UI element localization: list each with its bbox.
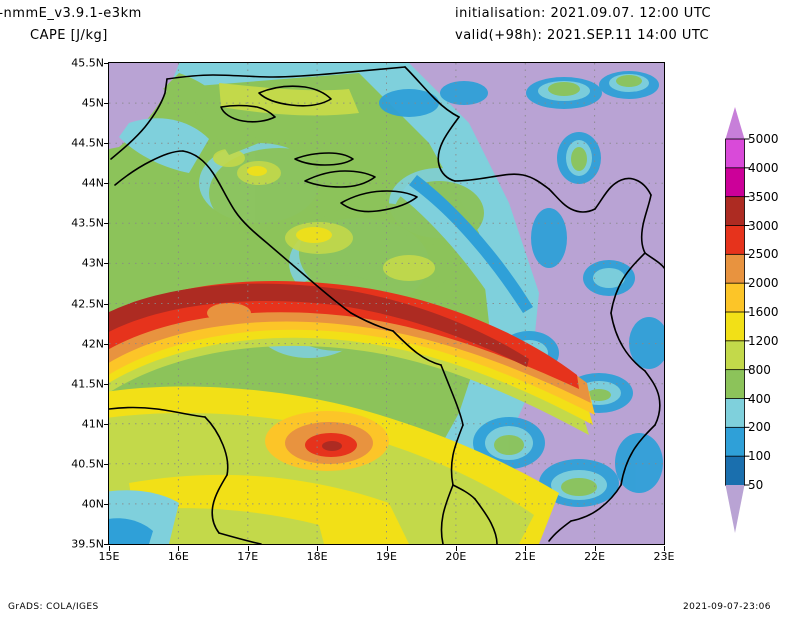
colorbar: 50 100 200 400 800 1200 1600 2000 2500 3000 3500 40… [718,105,800,535]
longitude-tick-mark [594,546,596,551]
latitude-tick-mark [104,103,109,105]
colorbar-band [725,398,745,429]
latitude-tick-mark [104,63,109,64]
colorbar-tick-label: 800 [748,362,771,377]
longitude-tick-mark [317,546,319,551]
longitude-tick-mark [525,546,527,551]
longitude-tick-label: 20E [445,550,467,563]
colorbar-band [725,138,745,169]
latitude-tick-mark [104,183,109,185]
model-title: f-nmmE_v3.9.1-e3km [0,6,142,21]
latitude-tick-mark [104,503,109,505]
longitude-tick-mark [664,546,665,551]
latitude-tick-mark [104,263,109,265]
longitude-tick-label: 19E [376,550,397,563]
longitude-tick-mark [386,546,388,551]
colorbar-band [725,340,745,371]
colorbar-band [725,196,745,227]
longitude-tick-mark [178,546,180,551]
colorbar-tick-label: 3500 [748,189,779,204]
latitude-tick-label: 41N [81,417,104,431]
latitude-tick-label: 45N [81,96,104,110]
latitude-tick-mark [104,423,109,425]
colorbar-band [725,167,745,198]
render-timestamp: 2021-09-07-23:06 [683,602,771,612]
latitude-tick-label: 43N [81,256,104,270]
latitude-tick-mark [104,303,109,305]
colorbar-band [725,426,745,458]
latitude-tick-mark [104,463,109,465]
longitude-tick-label: 22E [584,550,606,563]
colorbar-band [725,369,745,400]
latitude-tick-label: 45.5N [71,56,104,70]
longitude-tick-mark [247,546,249,551]
initialisation-time: initialisation: 2021.09.07. 12:00 UTC [455,6,712,21]
colorbar-band [725,311,745,342]
colorbar-arrow-top [725,107,745,139]
latitude-tick-label: 39.5N [71,537,104,551]
latitude-tick-mark [104,544,109,545]
longitude-tick-label: 23E [653,550,675,563]
colorbar-tick-label: 1600 [748,305,779,319]
longitude-tick-label: 18E [306,550,328,563]
grads-credit: GrADS: COLA/IGES [8,602,99,612]
latitude-tick-label: 41.5N [71,377,104,391]
longitude-axis: 15E 16E 17E 18E 19E 20E 21E 22E 23E [99,546,675,570]
longitude-tick-label: 21E [514,550,536,563]
colorbar-tick-label: 4000 [748,160,779,175]
longitude-tick-mark [455,546,457,551]
latitude-tick-mark [104,223,109,225]
latitude-axis: 39.5N 40N 40.5N 41N 41.5N 42N 42.5N 43N 43.5N 44N… [40,57,104,551]
valid-time: valid(+98h): 2021.SEP.11 14:00 UTC [455,28,710,43]
longitude-tick-label: 16E [167,550,189,563]
latitude-tick-label: 44N [81,176,104,190]
latitude-tick-label: 42.5N [71,297,104,310]
longitude-tick-mark [109,546,110,551]
variable-title: CAPE [J/kg] [30,28,108,43]
colorbar-tick-label: 5000 [748,132,779,146]
cape-map-plot [108,62,665,545]
latitude-tick-label: 40.5N [71,457,104,471]
latitude-tick-label: 40N [81,497,104,511]
cape-field [109,63,664,544]
latitude-tick-label: 43.5N [71,216,104,230]
latitude-tick-label: 44.5N [71,136,104,150]
latitude-tick-mark [104,343,109,345]
latitude-tick-label: 42N [81,337,104,351]
colorbar-band [725,225,745,256]
colorbar-tick-label: 50 [748,478,764,492]
colorbar-swatches [725,107,750,533]
colorbar-tick-label: 3000 [748,218,779,233]
colorbar-tick-label: 1200 [748,333,779,348]
colorbar-band [725,253,745,285]
colorbar-tick-label: 100 [748,449,771,464]
latitude-tick-mark [104,143,109,145]
colorbar-band [725,455,745,486]
colorbar-tick-label: 200 [748,420,771,435]
colorbar-tick-label: 2500 [748,247,779,262]
longitude-tick-label: 15E [98,550,120,563]
latitude-tick-mark [104,383,109,385]
colorbar-band [725,282,745,313]
colorbar-tick-label: 2000 [748,276,779,291]
longitude-tick-label: 17E [237,550,259,563]
colorbar-tick-label: 400 [748,391,771,406]
colorbar-arrow-bottom [725,485,745,533]
